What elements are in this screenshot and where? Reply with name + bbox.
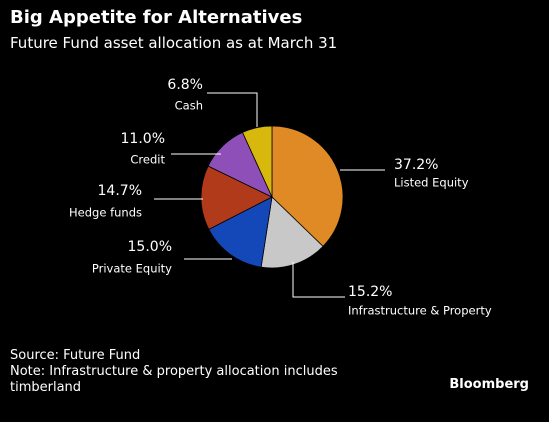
source-note: Source: Future Fund xyxy=(10,348,141,363)
data-label-name-private-equity: Private Equity xyxy=(92,262,172,276)
data-label-value-infrastructure-and-property: 15.2% xyxy=(348,284,392,300)
data-label-value-listed-equity: 37.2% xyxy=(394,157,438,173)
pie-slice-hedge-funds xyxy=(200,165,273,230)
data-label-value-cash: 6.8% xyxy=(167,77,203,93)
chart-footer: Source: Future Fund Note: Infrastructure… xyxy=(10,348,390,396)
data-label-name-cash: Cash xyxy=(175,99,203,113)
pie-slice-listed-equity xyxy=(271,125,344,247)
pie-slice-cash xyxy=(242,125,273,198)
data-label-value-credit: 11.0% xyxy=(121,131,165,147)
pie-slice-infrastructure-and-property xyxy=(260,196,324,269)
callout-line-cash xyxy=(207,92,258,127)
footnote: Note: Infrastructure & property allocati… xyxy=(10,364,338,395)
chart-title: Big Appetite for Alternatives xyxy=(10,7,303,28)
data-label-name-listed-equity: Listed Equity xyxy=(394,176,469,190)
chart-subtitle: Future Fund asset allocation as at March… xyxy=(10,34,338,52)
data-label-value-hedge-funds: 14.7% xyxy=(98,183,142,199)
bloomberg-logo: Bloomberg xyxy=(449,377,529,392)
callout-line-infrastructure-and-property xyxy=(292,262,345,298)
pie-slice-private-equity xyxy=(208,196,273,268)
data-label-value-private-equity: 15.0% xyxy=(128,239,172,255)
data-label-name-infrastructure-and-property: Infrastructure & Property xyxy=(348,304,492,318)
data-label-name-credit: Credit xyxy=(130,153,165,167)
data-label-name-hedge-funds: Hedge funds xyxy=(69,206,142,220)
